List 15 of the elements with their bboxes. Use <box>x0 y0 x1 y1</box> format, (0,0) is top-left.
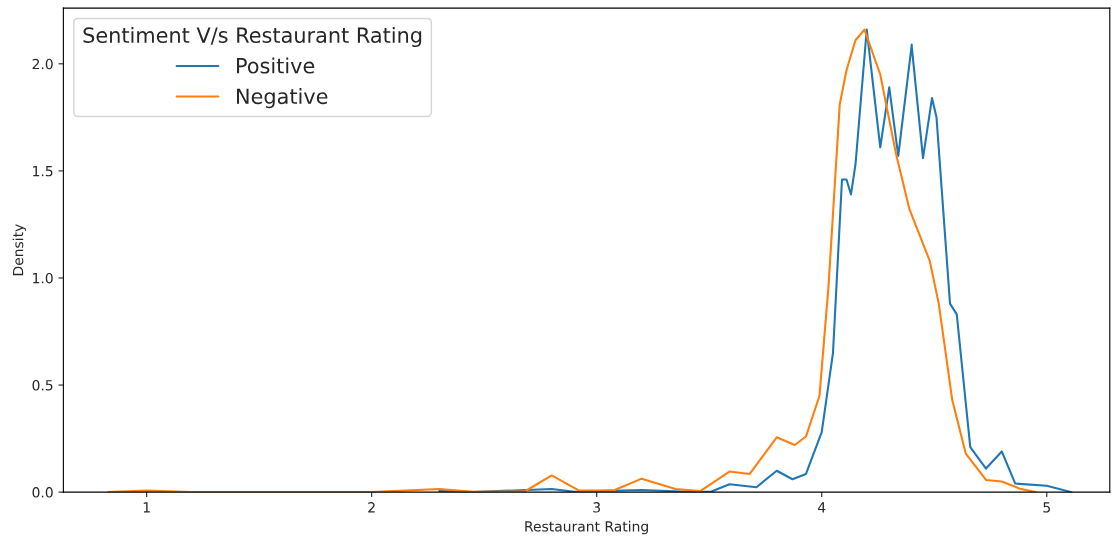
legend-label: Negative <box>237 88 328 109</box>
x-tick-label: 5 <box>1043 502 1050 513</box>
y-tick-label: 1.5 <box>33 166 53 177</box>
x-tick-label: 1 <box>143 502 150 513</box>
y-axis-title: Density <box>12 224 27 276</box>
y-tick-label: 2.0 <box>32 58 53 70</box>
x-tick-label: 2 <box>368 502 375 513</box>
x-axis-title: Restaurant Rating <box>525 520 648 535</box>
legend-title: Sentiment V/s Restaurant Rating <box>83 26 422 48</box>
legend-label: Positive <box>237 57 315 74</box>
y-tick-label: 1.0 <box>33 272 53 284</box>
x-tick-label: 3 <box>593 502 601 513</box>
y-tick-label: 0.0 <box>32 487 53 498</box>
x-tick-label: 4 <box>818 502 826 513</box>
y-tick-label: 0.5 <box>32 380 53 391</box>
